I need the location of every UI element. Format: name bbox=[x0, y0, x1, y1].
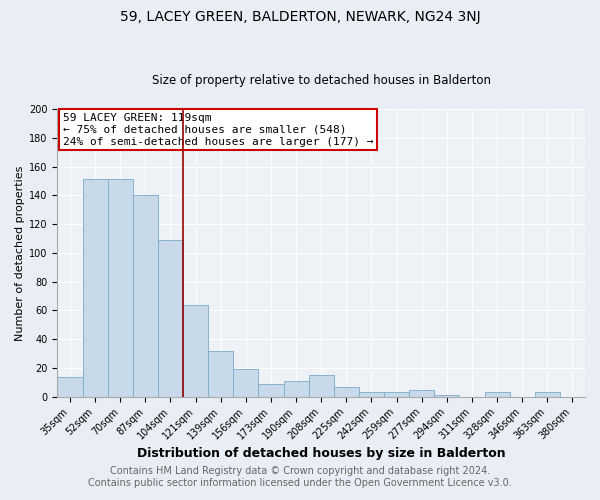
Bar bbox=[233, 370, 259, 396]
Bar bbox=[359, 392, 384, 396]
Text: Contains HM Land Registry data © Crown copyright and database right 2024.
Contai: Contains HM Land Registry data © Crown c… bbox=[88, 466, 512, 487]
Title: Size of property relative to detached houses in Balderton: Size of property relative to detached ho… bbox=[152, 74, 491, 87]
Bar bbox=[485, 392, 509, 396]
Bar bbox=[58, 376, 83, 396]
Bar bbox=[107, 180, 133, 396]
Bar bbox=[133, 196, 158, 396]
Bar bbox=[535, 392, 560, 396]
Bar bbox=[409, 390, 434, 396]
Bar bbox=[334, 386, 359, 396]
Bar bbox=[208, 350, 233, 397]
Bar bbox=[158, 240, 183, 396]
Bar bbox=[308, 375, 334, 396]
Bar bbox=[259, 384, 284, 396]
Bar bbox=[183, 304, 208, 396]
Y-axis label: Number of detached properties: Number of detached properties bbox=[15, 165, 25, 340]
X-axis label: Distribution of detached houses by size in Balderton: Distribution of detached houses by size … bbox=[137, 447, 506, 460]
Bar bbox=[284, 381, 308, 396]
Bar bbox=[83, 180, 107, 396]
Text: 59, LACEY GREEN, BALDERTON, NEWARK, NG24 3NJ: 59, LACEY GREEN, BALDERTON, NEWARK, NG24… bbox=[119, 10, 481, 24]
Text: 59 LACEY GREEN: 119sqm
← 75% of detached houses are smaller (548)
24% of semi-de: 59 LACEY GREEN: 119sqm ← 75% of detached… bbox=[62, 114, 373, 146]
Bar bbox=[384, 392, 409, 396]
